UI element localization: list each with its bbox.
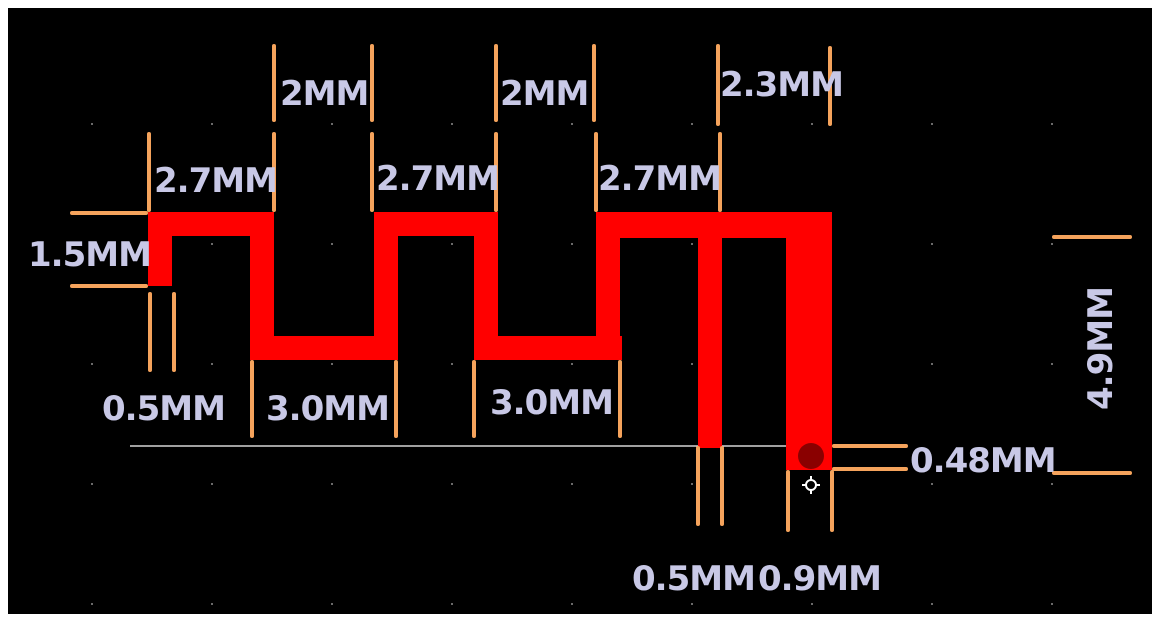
grid-dots bbox=[91, 123, 1053, 605]
grid-dot bbox=[691, 243, 693, 245]
grid-dot bbox=[931, 123, 933, 125]
grid-dot bbox=[931, 363, 933, 365]
trace-down-1 bbox=[250, 212, 274, 360]
via-pad-icon bbox=[798, 443, 824, 469]
grid-dot bbox=[931, 483, 933, 485]
grid-dot bbox=[91, 483, 93, 485]
trace-up-1 bbox=[374, 212, 398, 360]
grid-dot bbox=[1051, 603, 1053, 605]
grid-dot bbox=[931, 603, 933, 605]
grid-dot bbox=[451, 243, 453, 245]
grid-dot bbox=[451, 483, 453, 485]
label-end-width: 0.9MM bbox=[758, 559, 881, 599]
label-feed-height: 1.5MM bbox=[28, 235, 151, 275]
trace-down-2 bbox=[474, 212, 498, 360]
label-top-width-3: 2.3MM bbox=[720, 65, 843, 105]
grid-dot bbox=[811, 123, 813, 125]
grid-dot bbox=[811, 603, 813, 605]
trace-end-vertical bbox=[786, 212, 832, 470]
grid-dot bbox=[451, 603, 453, 605]
grid-dot bbox=[691, 363, 693, 365]
grid-dot bbox=[331, 123, 333, 125]
grid-dot bbox=[331, 243, 333, 245]
grid-dot bbox=[211, 363, 213, 365]
grid-dot bbox=[211, 483, 213, 485]
label-top-width-1: 2MM bbox=[280, 74, 368, 114]
grid-dot bbox=[331, 363, 333, 365]
grid-dot bbox=[451, 123, 453, 125]
grid-dot bbox=[1051, 123, 1053, 125]
grid-dot bbox=[451, 363, 453, 365]
trace-stub bbox=[698, 212, 722, 448]
grid-dot bbox=[1051, 483, 1053, 485]
grid-dot bbox=[331, 483, 333, 485]
label-stub-width: 0.5MM bbox=[632, 559, 755, 599]
label-total-height: 4.9MM bbox=[1081, 287, 1121, 410]
origin-marker-icon bbox=[802, 476, 820, 494]
copper-trace bbox=[148, 212, 832, 470]
grid-dot bbox=[931, 243, 933, 245]
label-gap-3: 2.7MM bbox=[598, 159, 721, 199]
board-background bbox=[8, 8, 1152, 614]
grid-dot bbox=[691, 603, 693, 605]
grid-dot bbox=[91, 603, 93, 605]
label-top-width-2: 2MM bbox=[500, 74, 588, 114]
grid-dot bbox=[1051, 243, 1053, 245]
grid-dot bbox=[691, 483, 693, 485]
grid-dot bbox=[211, 123, 213, 125]
grid-dot bbox=[331, 603, 333, 605]
grid-dot bbox=[91, 243, 93, 245]
grid-dot bbox=[211, 603, 213, 605]
dimension-lines bbox=[70, 44, 1132, 532]
grid-dot bbox=[571, 123, 573, 125]
grid-dot bbox=[211, 243, 213, 245]
label-feed-width: 0.5MM bbox=[102, 389, 225, 429]
grid-dot bbox=[691, 123, 693, 125]
grid-dot bbox=[91, 123, 93, 125]
trace-bottom-1 bbox=[250, 336, 398, 360]
label-via-offset: 0.48MM bbox=[910, 441, 1056, 481]
grid-dot bbox=[571, 483, 573, 485]
dimension-labels: 2MM 2MM 2.3MM 2.7MM 2.7MM 2.7MM 1.5MM 0.… bbox=[28, 65, 1121, 599]
label-bottom-width-2: 3.0MM bbox=[490, 383, 613, 423]
label-gap-1: 2.7MM bbox=[154, 161, 277, 201]
label-bottom-width-1: 3.0MM bbox=[266, 389, 389, 429]
grid-dot bbox=[571, 243, 573, 245]
grid-dot bbox=[91, 363, 93, 365]
grid-dot bbox=[1051, 363, 1053, 365]
label-gap-2: 2.7MM bbox=[376, 159, 499, 199]
grid-dot bbox=[571, 363, 573, 365]
grid-dot bbox=[571, 603, 573, 605]
